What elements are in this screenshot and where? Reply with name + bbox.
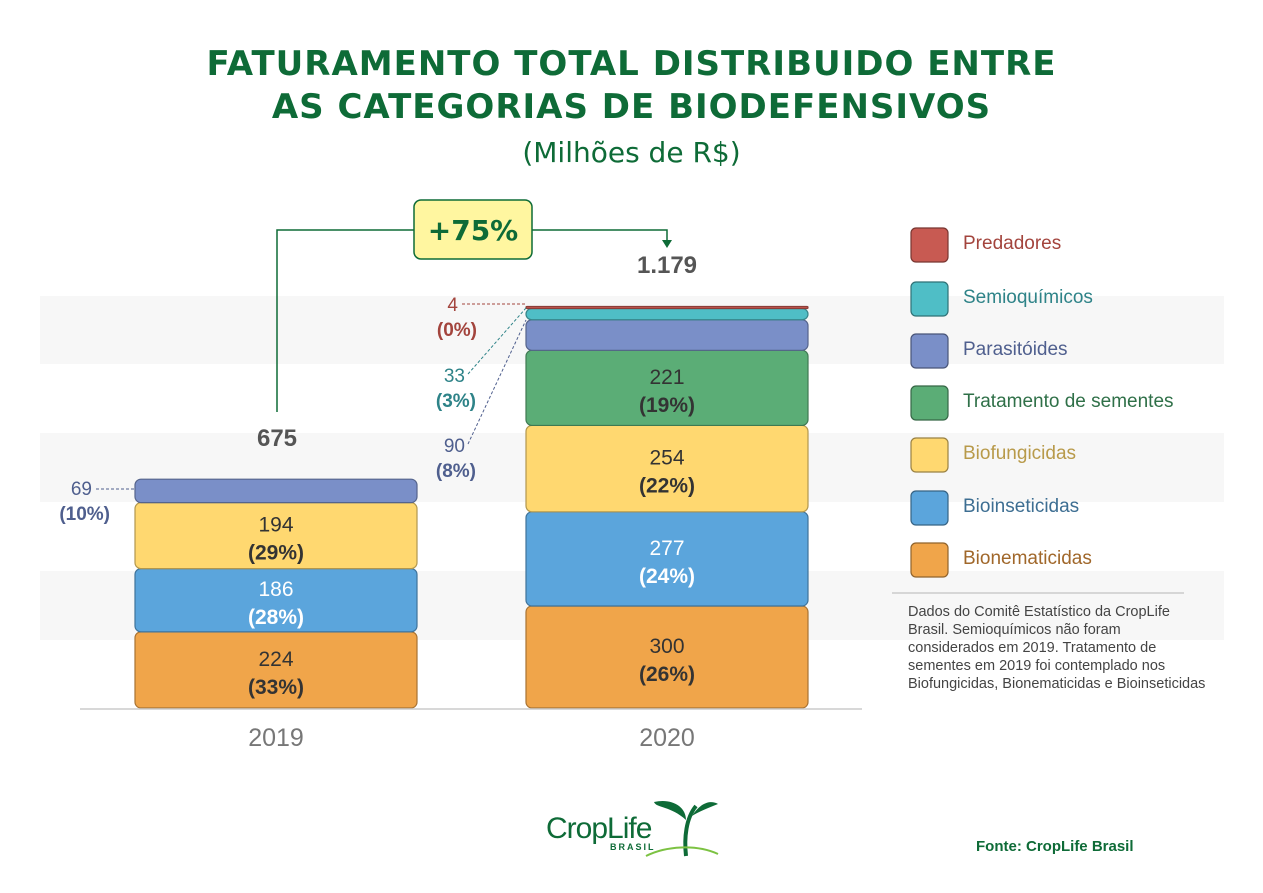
chart-title-line2: AS CATEGORIAS DE BIODEFENSIVOS — [271, 87, 992, 127]
legend-swatch — [910, 437, 949, 473]
logo-subtext: BRASIL — [610, 842, 656, 852]
legend-swatch — [910, 385, 949, 421]
data-label-percent: (33%) — [248, 676, 304, 699]
legend-swatch — [910, 542, 949, 578]
logo-text: CropLife — [546, 812, 652, 845]
chart-subtitle: (Milhões de R$) — [522, 136, 741, 169]
data-label-value: 33 — [444, 366, 465, 387]
data-label-percent: (22%) — [639, 475, 695, 498]
data-label-percent: (19%) — [639, 394, 695, 417]
legend-item-label: Bionematicidas — [963, 548, 1092, 569]
data-label-value: 194 — [258, 514, 293, 537]
bar-segment-parasitóides-2019 — [134, 478, 418, 504]
data-label-percent: (24%) — [639, 565, 695, 588]
data-label-percent: (10%) — [59, 504, 110, 525]
data-label-value: 90 — [444, 436, 465, 457]
data-label-percent: (26%) — [639, 663, 695, 686]
leader-line — [467, 319, 527, 445]
bar-segment-semioquímicos-2020 — [525, 307, 809, 321]
growth-connector-line — [276, 229, 414, 412]
data-label-value: 254 — [649, 447, 684, 470]
legend-swatch — [910, 281, 949, 317]
legend-item-label: Bioinseticidas — [963, 496, 1080, 517]
growth-badge — [413, 199, 533, 260]
data-label-percent: (29%) — [248, 542, 304, 565]
bar-segment-parasitóides-2020 — [525, 319, 809, 351]
data-label-value: 186 — [258, 578, 293, 601]
sprout-icon — [645, 800, 719, 857]
source-label: Fonte: CropLife Brasil — [976, 838, 1134, 855]
data-label-value: 300 — [649, 635, 684, 658]
legend-item-label: Semioquímicos — [963, 287, 1093, 308]
legend-item-label: Parasitóides — [963, 339, 1068, 360]
total-label-2020: 1.179 — [637, 252, 697, 279]
total-label-2019: 675 — [257, 425, 297, 452]
data-label-value: 224 — [258, 648, 293, 671]
data-label-percent: (8%) — [436, 461, 476, 482]
data-label-percent: (28%) — [248, 606, 304, 629]
data-label-value: 4 — [447, 295, 458, 316]
data-label-value: 221 — [649, 366, 684, 389]
data-label-value: 277 — [649, 537, 684, 560]
data-label-value: 69 — [71, 479, 92, 500]
x-tick-label: 2020 — [639, 724, 695, 752]
footnote: Dados do Comitê Estatístico da CropLife … — [908, 604, 1206, 692]
arrow-down-icon — [662, 240, 672, 248]
growth-label: +75% — [428, 214, 518, 247]
legend-swatch — [910, 490, 949, 526]
croplife-logo: CropLife BRASIL — [546, 800, 719, 857]
legend-item-label: Predadores — [963, 233, 1062, 254]
data-label-percent: (3%) — [436, 391, 476, 412]
legend-item-label: Biofungicidas — [963, 443, 1077, 464]
legend-swatch — [910, 333, 949, 369]
x-tick-label: 2019 — [248, 724, 304, 752]
data-label-percent: (0%) — [437, 320, 477, 341]
legend-item-label: Tratamento de sementes — [963, 391, 1174, 412]
chart-title-line1: FATURAMENTO TOTAL DISTRIBUIDO ENTRE — [206, 44, 1057, 84]
growth-connector-line — [532, 229, 668, 242]
legend-swatch — [910, 227, 949, 263]
bar-segment-predadores-2020 — [525, 305, 809, 310]
